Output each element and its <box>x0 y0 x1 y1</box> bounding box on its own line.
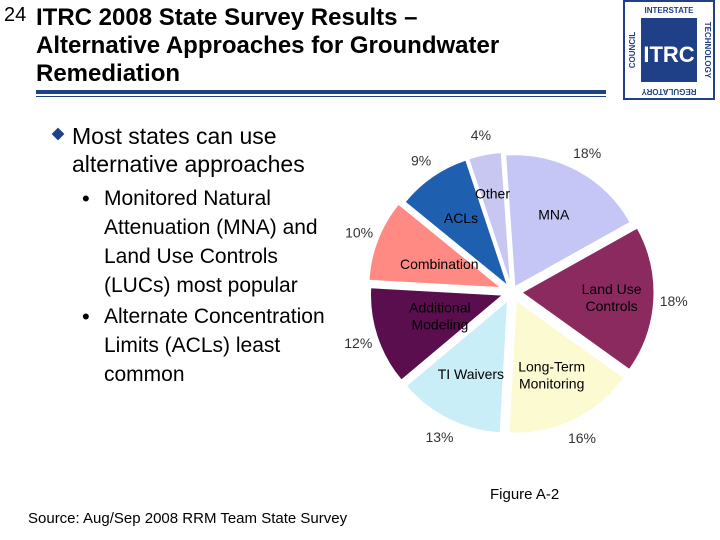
slice-label: Other <box>475 186 510 202</box>
bullet-line: Attenuation (MNA) and <box>104 216 318 239</box>
bullet-sub: • Alternate Concentration Limits (ACLs) … <box>52 302 372 389</box>
slice-label: ACLs <box>444 210 478 226</box>
title-line: ITRC 2008 State Survey Results – <box>36 4 418 31</box>
pie-slice-other <box>468 151 511 285</box>
pie-slice-ti-waivers <box>405 299 509 434</box>
bullet-line: Alternate Concentration <box>104 305 325 328</box>
slice-percent-label: 12% <box>344 335 372 351</box>
itrc-logo: INTERSTATE REGULATORY COUNCIL TECHNOLOGY… <box>623 0 715 100</box>
slice-label: MNA <box>538 207 570 223</box>
slice-label: Long-Term <box>518 358 585 374</box>
slice-label: Monitoring <box>519 375 584 391</box>
source-note: Source: Aug/Sep 2008 RRM Team State Surv… <box>28 510 348 527</box>
pie-slice-land-use-controls <box>521 227 655 371</box>
bullet-dot-icon: • <box>82 186 90 211</box>
title-rule <box>36 96 606 97</box>
slice-percent-label: 18% <box>660 293 688 309</box>
slide-number: 24 <box>4 4 27 26</box>
slice-percent-label: 10% <box>345 225 373 241</box>
figure-label: Figure A-2 <box>490 486 560 503</box>
bullet-main: Most states can use alternative approach… <box>51 122 372 178</box>
slice-percent-label: 16% <box>568 430 596 446</box>
logo-text-left: COUNCIL <box>628 32 637 69</box>
slice-percent-label: 18% <box>573 145 601 161</box>
slice-label: Controls <box>586 298 638 314</box>
pie-slice-mna <box>505 154 631 288</box>
slice-label: Modeling <box>411 316 468 332</box>
slice-label: Additional <box>409 299 471 315</box>
bullet-line: Land Use Controls <box>104 245 278 268</box>
logo-text-bottom: REGULATORY <box>641 87 697 96</box>
bullet-list: Most states can use alternative approach… <box>51 122 372 389</box>
logo-text-top: INTERSTATE <box>644 6 694 15</box>
logo-text-center: ITRC <box>643 42 694 67</box>
slice-label: Land Use <box>582 281 642 297</box>
bullet-main-text: Most states can use alternative approach… <box>72 123 305 177</box>
bullet-line: Limits (ACLs) least <box>104 334 281 357</box>
slice-label: TI Waivers <box>438 366 504 382</box>
bullet-line: Monitored Natural <box>104 187 271 210</box>
pie-slice-long-term-monitoring <box>508 300 625 434</box>
pie-slice-additional-modeling <box>370 287 504 381</box>
slide-title: ITRC 2008 State Survey Results – Alterna… <box>36 4 606 88</box>
title-line: Remediation <box>36 60 181 87</box>
bullet-line: (LUCs) most popular <box>104 274 298 297</box>
slice-percent-label: 4% <box>471 127 491 143</box>
slice-percent-label: 9% <box>411 152 431 168</box>
bullet-line: common <box>104 363 185 386</box>
bullet-sub: • Monitored Natural Attenuation (MNA) an… <box>52 184 372 300</box>
bullet-dot-icon: • <box>82 304 90 329</box>
logo-text-right: TECHNOLOGY <box>703 22 712 79</box>
title-line: Alternative Approaches for Groundwater <box>36 32 500 59</box>
pie-slice-combination <box>368 203 503 289</box>
title-rule <box>36 90 606 94</box>
slice-label: Combination <box>400 256 479 272</box>
pie-slice-acls <box>404 159 509 287</box>
slice-percent-label: 13% <box>425 429 453 445</box>
